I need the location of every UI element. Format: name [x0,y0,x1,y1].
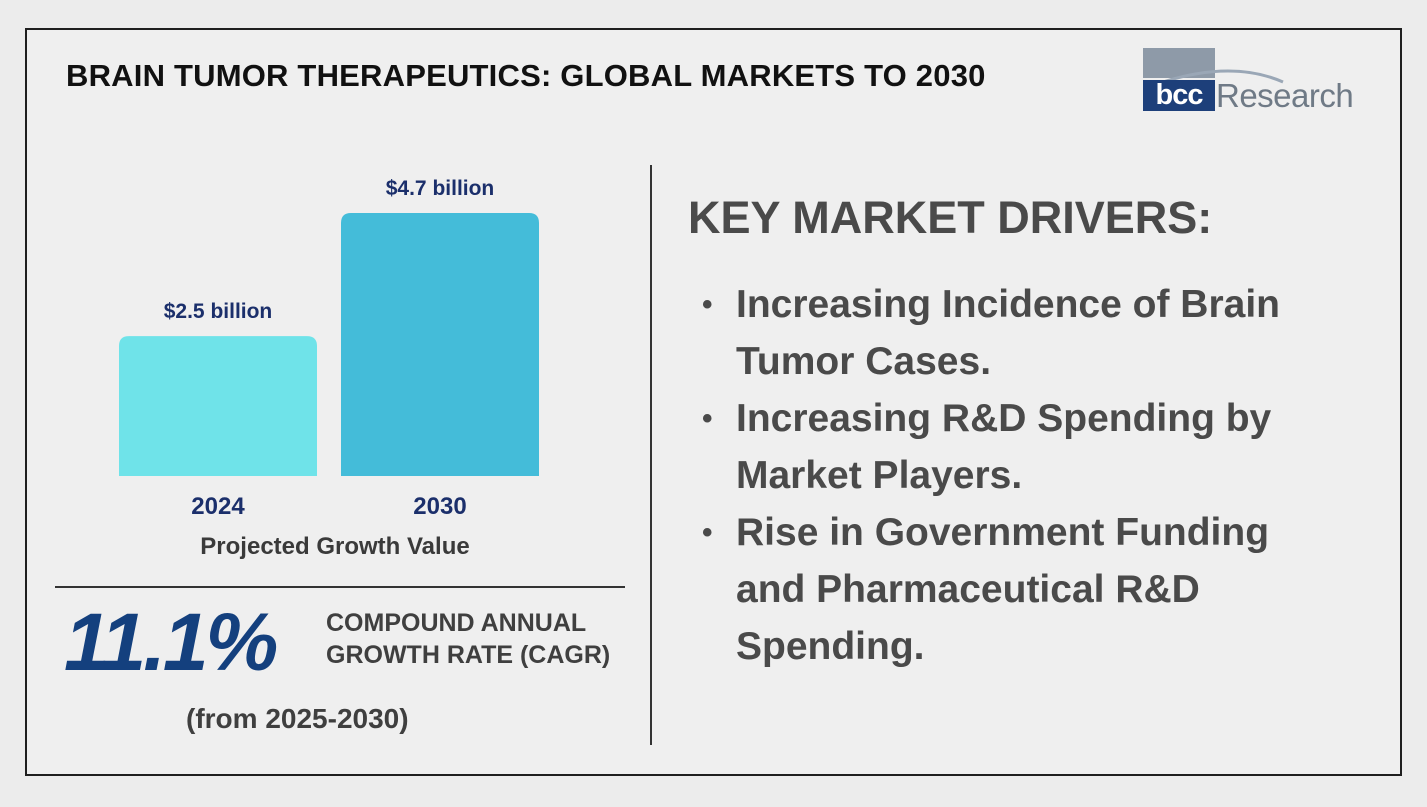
cagr-value: 11.1% [64,597,278,688]
driver-item: • Increasing Incidence of Brain Tumor Ca… [700,276,1340,390]
driver-text: Increasing R&D Spending by Market Player… [736,397,1272,497]
logo-mark: bcc [1143,80,1215,111]
tick-label-2030: 2030 [413,493,466,520]
cagr-label: COMPOUND ANNUAL GROWTH RATE (CAGR) [326,609,611,669]
data-label-2030: $4.7 billion [386,177,495,200]
bar-chart: $2.5 billion 2024 $4.7 billion 2030 [119,177,539,520]
driver-text: Increasing Incidence of Brain Tumor Case… [736,283,1280,383]
bullet-icon: • [702,288,713,321]
driver-text: Rise in Government Funding and Pharmaceu… [736,511,1270,668]
logo-text: Research [1216,77,1354,114]
bullet-icon: • [702,516,713,549]
drivers-list: • Increasing Incidence of Brain Tumor Ca… [700,276,1340,675]
chart-x-axis-label: Projected Growth Value [200,533,470,560]
tick-label-2024: 2024 [191,493,245,520]
cagr-period: (from 2025-2030) [186,703,409,734]
page-title: BRAIN TUMOR THERAPEUTICS: GLOBAL MARKETS… [66,58,986,93]
data-label-2024: $2.5 billion [164,300,273,323]
driver-item: • Increasing R&D Spending by Market Play… [700,390,1340,504]
bullet-icon: • [702,402,713,435]
vertical-divider [650,165,652,745]
drivers-heading: KEY MARKET DRIVERS: [688,192,1213,243]
logo-swoosh-icon [1143,48,1284,84]
horizontal-divider [55,586,625,588]
bar-2030 [341,213,539,476]
driver-item: • Rise in Government Funding and Pharmac… [700,504,1340,675]
bar-2024 [119,336,317,476]
